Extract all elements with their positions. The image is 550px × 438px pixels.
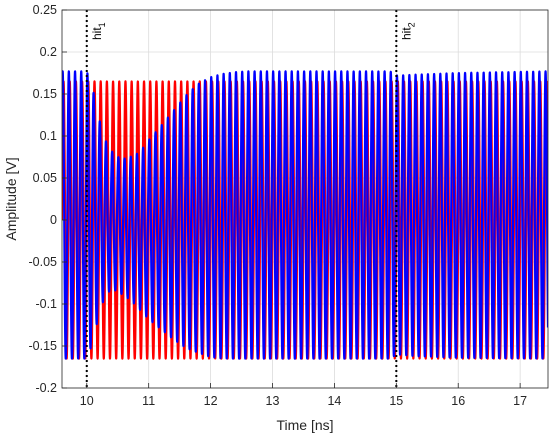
y-axis: -0.2 -0.15 -0.1 -0.05 0 0.05 0.1 0.15 0.2 0.25 [29, 3, 67, 395]
marker-label-text: hit [399, 27, 413, 40]
y-tick-label: 0.1 [40, 129, 57, 143]
x-tick-label: 16 [451, 394, 465, 408]
y-tick-label: -0.05 [29, 255, 58, 269]
y-tick-label: 0.2 [40, 45, 57, 59]
y-tick-label: 0 [50, 213, 57, 227]
x-tick-label: 12 [204, 394, 218, 408]
marker-label-text: hit [90, 27, 104, 40]
y-tick-label: 0.15 [33, 87, 57, 101]
y-axis-label: Amplitude [V] [3, 157, 19, 240]
x-tick-label: 11 [142, 394, 155, 408]
x-axis-label: Time [ns] [276, 417, 333, 433]
marker-label: hit1 [90, 22, 107, 40]
plot-frame [61, 9, 549, 389]
y-tick-label: 0.25 [33, 3, 57, 17]
series-layer [62, 70, 548, 360]
x-tick-label: 14 [327, 394, 341, 408]
marker-label: hit2 [399, 22, 416, 40]
marker-label-subscript: 2 [406, 22, 416, 27]
x-tick-label: 17 [513, 394, 527, 408]
y-tick-label: -0.15 [29, 339, 58, 353]
x-tick-label: 10 [80, 394, 94, 408]
series-blue-line [62, 70, 548, 360]
y-tick-label: -0.2 [35, 381, 57, 395]
y-tick-label: 0.05 [33, 171, 57, 185]
y-tick-label: -0.1 [35, 297, 57, 311]
x-axis: 10 11 12 13 14 15 16 17 [80, 383, 527, 408]
x-tick-label: 13 [266, 394, 280, 408]
x-tick-label: 15 [389, 394, 403, 408]
marker-label-subscript: 1 [97, 22, 107, 27]
